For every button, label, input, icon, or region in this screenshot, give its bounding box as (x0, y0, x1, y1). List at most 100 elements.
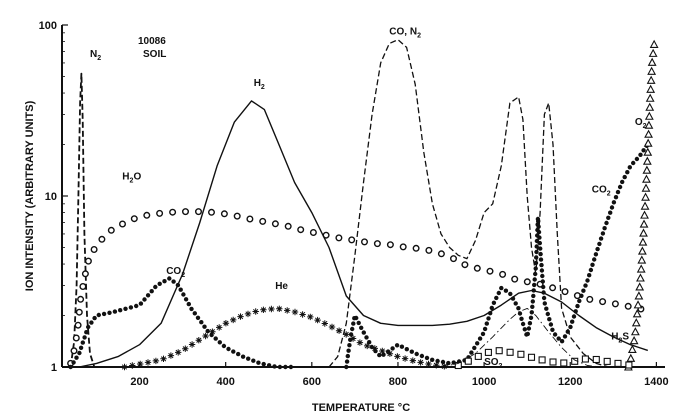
series-dot (539, 262, 544, 268)
y-tick-label: 100 (39, 20, 57, 32)
series-marker (207, 208, 215, 216)
series-dot (598, 236, 604, 241)
label-h2o: H2O (122, 171, 141, 184)
series-dot (344, 359, 350, 364)
series-dot (345, 353, 350, 359)
series-marker (425, 246, 433, 254)
series-marker (268, 305, 275, 313)
series-marker (175, 349, 182, 356)
series-dot (556, 336, 561, 341)
series-dot (534, 249, 539, 255)
series-marker (499, 270, 507, 278)
series-dot (399, 344, 405, 349)
series-dot (611, 200, 617, 205)
series-dot (590, 262, 595, 267)
series-dot (283, 364, 288, 370)
series-marker (343, 331, 350, 338)
label-so2: SO2 (484, 357, 502, 370)
series-dot (571, 314, 577, 319)
series-marker (640, 210, 649, 219)
series-dot (508, 291, 513, 297)
series-marker (386, 350, 394, 357)
series-marker (144, 359, 152, 366)
series-marker (160, 355, 167, 362)
series-dot (181, 292, 186, 297)
series-dot (537, 240, 542, 246)
series-dot (552, 332, 558, 337)
series-dot (356, 320, 361, 326)
series-dot (186, 301, 191, 307)
series-dot (192, 311, 197, 316)
series-marker (412, 244, 420, 252)
series-dot (565, 329, 570, 334)
series-marker (373, 240, 381, 248)
series-dot (602, 226, 607, 231)
series-dot (424, 355, 430, 361)
series-marker (614, 359, 622, 367)
series-dot (153, 284, 158, 290)
series-marker (629, 335, 639, 345)
series-marker (640, 201, 650, 210)
label-n2: N2 (90, 49, 101, 62)
series-dot (631, 160, 636, 166)
y-tick-label: 1 (51, 362, 57, 374)
series-marker (230, 316, 237, 324)
series-dot (414, 351, 419, 357)
series-dot (469, 350, 474, 355)
series-marker (599, 298, 607, 306)
series-marker (271, 220, 279, 228)
series-marker (349, 335, 357, 342)
series-line (69, 72, 96, 368)
series-dot (538, 246, 543, 251)
series-co2 (68, 276, 294, 370)
series-marker (107, 226, 115, 234)
series-dot (615, 189, 621, 195)
series-marker (222, 320, 230, 327)
series-dot (381, 352, 386, 357)
series-marker (409, 357, 416, 364)
series-dot (354, 315, 359, 321)
series-dot (364, 335, 369, 340)
series-dot (585, 278, 590, 283)
series-marker (523, 278, 531, 286)
series-marker (637, 255, 647, 264)
series-marker (647, 66, 657, 75)
series-dot (277, 364, 283, 370)
series-dot (534, 244, 539, 249)
series-dot (516, 306, 521, 311)
series-marker (244, 310, 252, 318)
series-marker (202, 332, 209, 340)
series-dot (142, 297, 147, 302)
series-marker (538, 356, 546, 364)
series-marker (592, 355, 600, 364)
series-dot (530, 304, 535, 309)
series-marker (624, 302, 632, 310)
series-dot (195, 315, 201, 320)
series-marker (143, 211, 151, 219)
series-marker (474, 352, 482, 360)
series-marker (81, 270, 89, 278)
series-dot (477, 336, 483, 341)
series-marker (644, 111, 654, 120)
series-dot (435, 358, 440, 364)
series-dot (489, 305, 494, 311)
series-marker (328, 323, 336, 331)
series-marker (637, 246, 647, 255)
series-marker (399, 243, 407, 251)
x-tick-label: 800 (389, 376, 407, 388)
series-dot (231, 349, 236, 354)
series-dot (573, 309, 578, 314)
series-dot (593, 252, 599, 257)
series-marker (549, 284, 557, 292)
series-marker (647, 57, 657, 66)
series-dot (541, 290, 546, 295)
series-dot (577, 298, 582, 304)
series-dot (107, 310, 112, 315)
series-dot (533, 260, 539, 266)
series-marker (425, 360, 432, 368)
series-marker (233, 212, 241, 220)
sample-type-label: SOIL (143, 49, 166, 60)
series-dot (171, 279, 176, 284)
series-marker (79, 283, 87, 291)
